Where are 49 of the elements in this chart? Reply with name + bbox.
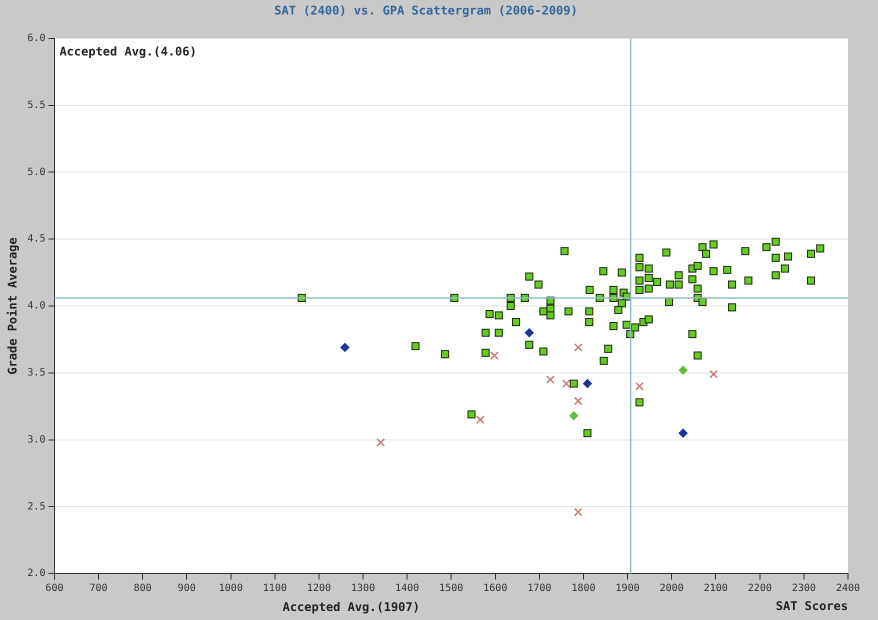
- point: [569, 411, 578, 420]
- x-tick-label: 2000: [660, 583, 684, 594]
- point: [376, 438, 385, 447]
- y-tick-label: 5.0: [27, 166, 46, 178]
- x-tick-label: 2300: [792, 583, 816, 594]
- point: [678, 366, 688, 375]
- point: [490, 351, 499, 360]
- x-tick-label: 1800: [571, 583, 596, 594]
- point: [562, 379, 571, 388]
- point: [635, 382, 644, 391]
- x-tick-label: 1700: [527, 583, 552, 594]
- x-tick-label: 1000: [218, 583, 243, 594]
- point: [476, 415, 485, 424]
- y-tick-label: 3.0: [27, 434, 46, 446]
- text: Accepted Avg.(1907): [282, 600, 420, 614]
- y-tick-label: 2.0: [27, 568, 46, 580]
- point: [546, 375, 555, 384]
- x-tick-label: 800: [134, 583, 152, 594]
- x-tick-label: 2400: [836, 583, 860, 594]
- y-tick-label: 5.5: [27, 100, 46, 111]
- x-tick-label: 1200: [306, 583, 332, 594]
- point: [574, 508, 582, 516]
- x-tick-label: 900: [178, 583, 196, 594]
- x-tick-label: 1900: [616, 583, 640, 594]
- x-tick-label: 1400: [395, 583, 420, 594]
- x-tick-label: 2100: [704, 583, 728, 594]
- x-tick-label: 1100: [262, 583, 287, 594]
- x-tick-label: 1500: [439, 583, 464, 594]
- point: [574, 343, 582, 352]
- chart-title: SAT (2400) vs. GPA Scattergram (2006-2009): [274, 3, 578, 18]
- point: [340, 342, 350, 352]
- x-tick-label: 1600: [483, 583, 508, 594]
- y-axis-title: Grade Point Average: [5, 237, 20, 375]
- y-tick-label: 2.5: [27, 501, 46, 512]
- point: [574, 396, 582, 406]
- x-tick-label: 1300: [351, 583, 376, 594]
- point: [582, 379, 592, 388]
- y-tick-label: 3.5: [27, 367, 46, 378]
- x-axis-title: SAT Scores: [776, 598, 848, 613]
- y-tick-label: 4.5: [27, 234, 46, 245]
- x-tick-label: 2200: [748, 583, 772, 594]
- y-tick-label: 6.0: [27, 32, 46, 44]
- x-tick-label: 700: [90, 583, 108, 594]
- point: [709, 370, 718, 379]
- annotation: Accepted Avg.(4.06): [59, 44, 197, 59]
- point: [524, 328, 534, 338]
- y-tick-label: 4.0: [27, 300, 46, 312]
- point: [678, 428, 688, 438]
- x-tick-label: 600: [45, 583, 64, 594]
